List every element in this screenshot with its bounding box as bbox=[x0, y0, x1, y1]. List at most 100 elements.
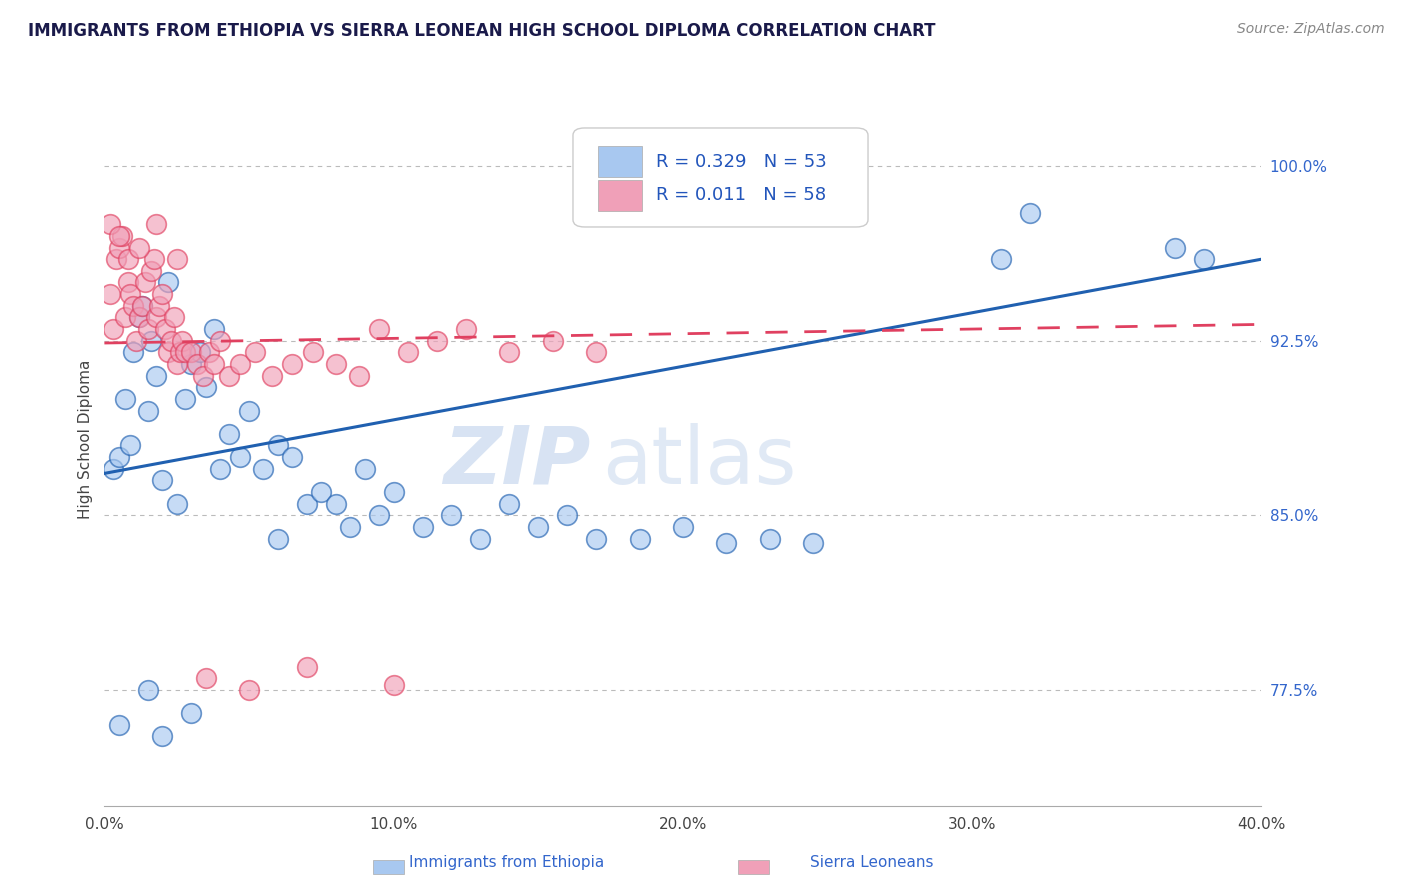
Point bbox=[134, 276, 156, 290]
Point bbox=[142, 252, 165, 267]
Point bbox=[801, 536, 824, 550]
Point bbox=[174, 392, 197, 406]
Point bbox=[150, 730, 173, 744]
Point bbox=[156, 276, 179, 290]
Point bbox=[585, 532, 607, 546]
FancyBboxPatch shape bbox=[599, 146, 643, 178]
Point bbox=[555, 508, 578, 523]
Point bbox=[153, 322, 176, 336]
Point bbox=[191, 368, 214, 383]
Point bbox=[174, 345, 197, 359]
Point bbox=[145, 217, 167, 231]
Point bbox=[108, 718, 131, 732]
Point bbox=[209, 461, 232, 475]
Text: Sierra Leoneans: Sierra Leoneans bbox=[810, 855, 934, 870]
Point bbox=[194, 380, 217, 394]
Point bbox=[238, 682, 260, 697]
Y-axis label: High School Diploma: High School Diploma bbox=[79, 360, 93, 519]
Point bbox=[229, 357, 252, 371]
Point bbox=[180, 357, 202, 371]
Text: ZIP: ZIP bbox=[443, 423, 591, 500]
Point bbox=[382, 485, 405, 500]
Text: Source: ZipAtlas.com: Source: ZipAtlas.com bbox=[1237, 22, 1385, 37]
Point bbox=[716, 536, 738, 550]
Point bbox=[353, 461, 375, 475]
Point bbox=[368, 508, 391, 523]
Point bbox=[166, 252, 188, 267]
Point bbox=[281, 450, 304, 464]
Point bbox=[156, 345, 179, 359]
Point bbox=[301, 345, 323, 359]
Point bbox=[128, 310, 150, 325]
Point bbox=[98, 217, 121, 231]
Point bbox=[145, 368, 167, 383]
Text: Immigrants from Ethiopia: Immigrants from Ethiopia bbox=[409, 855, 603, 870]
Point bbox=[117, 252, 139, 267]
Point bbox=[1192, 252, 1215, 267]
Point bbox=[139, 334, 162, 348]
Point bbox=[229, 450, 252, 464]
Point bbox=[281, 357, 304, 371]
Point bbox=[541, 334, 564, 348]
Point bbox=[412, 520, 434, 534]
Point bbox=[98, 287, 121, 301]
Point bbox=[114, 310, 136, 325]
Point bbox=[122, 345, 145, 359]
Point bbox=[108, 241, 131, 255]
Point bbox=[122, 299, 145, 313]
Point bbox=[108, 450, 131, 464]
Point bbox=[136, 403, 159, 417]
Point bbox=[295, 497, 318, 511]
Point bbox=[347, 368, 370, 383]
Point bbox=[114, 392, 136, 406]
Text: R = 0.329   N = 53: R = 0.329 N = 53 bbox=[657, 153, 827, 170]
Point bbox=[672, 520, 695, 534]
Point bbox=[368, 322, 391, 336]
Point bbox=[426, 334, 449, 348]
Point bbox=[117, 276, 139, 290]
Point bbox=[454, 322, 477, 336]
Point bbox=[990, 252, 1012, 267]
Point bbox=[262, 368, 284, 383]
Point bbox=[194, 671, 217, 685]
Point bbox=[136, 322, 159, 336]
Point bbox=[339, 520, 361, 534]
Point bbox=[150, 474, 173, 488]
Point bbox=[128, 310, 150, 325]
Point bbox=[186, 357, 208, 371]
Text: atlas: atlas bbox=[602, 423, 796, 500]
Point bbox=[311, 485, 333, 500]
Point bbox=[243, 345, 266, 359]
Point bbox=[120, 438, 142, 452]
Point bbox=[150, 287, 173, 301]
Point bbox=[209, 334, 232, 348]
Point bbox=[101, 322, 124, 336]
Point bbox=[169, 345, 191, 359]
Point bbox=[218, 368, 240, 383]
Point bbox=[145, 310, 167, 325]
Point bbox=[218, 426, 240, 441]
Point bbox=[131, 299, 153, 313]
Point bbox=[166, 497, 188, 511]
Point bbox=[180, 706, 202, 721]
Point bbox=[498, 345, 520, 359]
Point bbox=[202, 322, 225, 336]
Point bbox=[136, 682, 159, 697]
Point bbox=[180, 345, 202, 359]
Point bbox=[166, 357, 188, 371]
Point bbox=[252, 461, 274, 475]
Point bbox=[325, 357, 347, 371]
Point bbox=[470, 532, 492, 546]
Point bbox=[101, 461, 124, 475]
Point bbox=[267, 532, 290, 546]
Point bbox=[628, 532, 651, 546]
FancyBboxPatch shape bbox=[599, 180, 643, 211]
Point bbox=[172, 334, 194, 348]
Point bbox=[104, 252, 127, 267]
Point bbox=[128, 241, 150, 255]
Point bbox=[295, 659, 318, 673]
Point bbox=[163, 310, 186, 325]
Point bbox=[267, 438, 290, 452]
Point bbox=[148, 299, 170, 313]
Point bbox=[238, 403, 260, 417]
